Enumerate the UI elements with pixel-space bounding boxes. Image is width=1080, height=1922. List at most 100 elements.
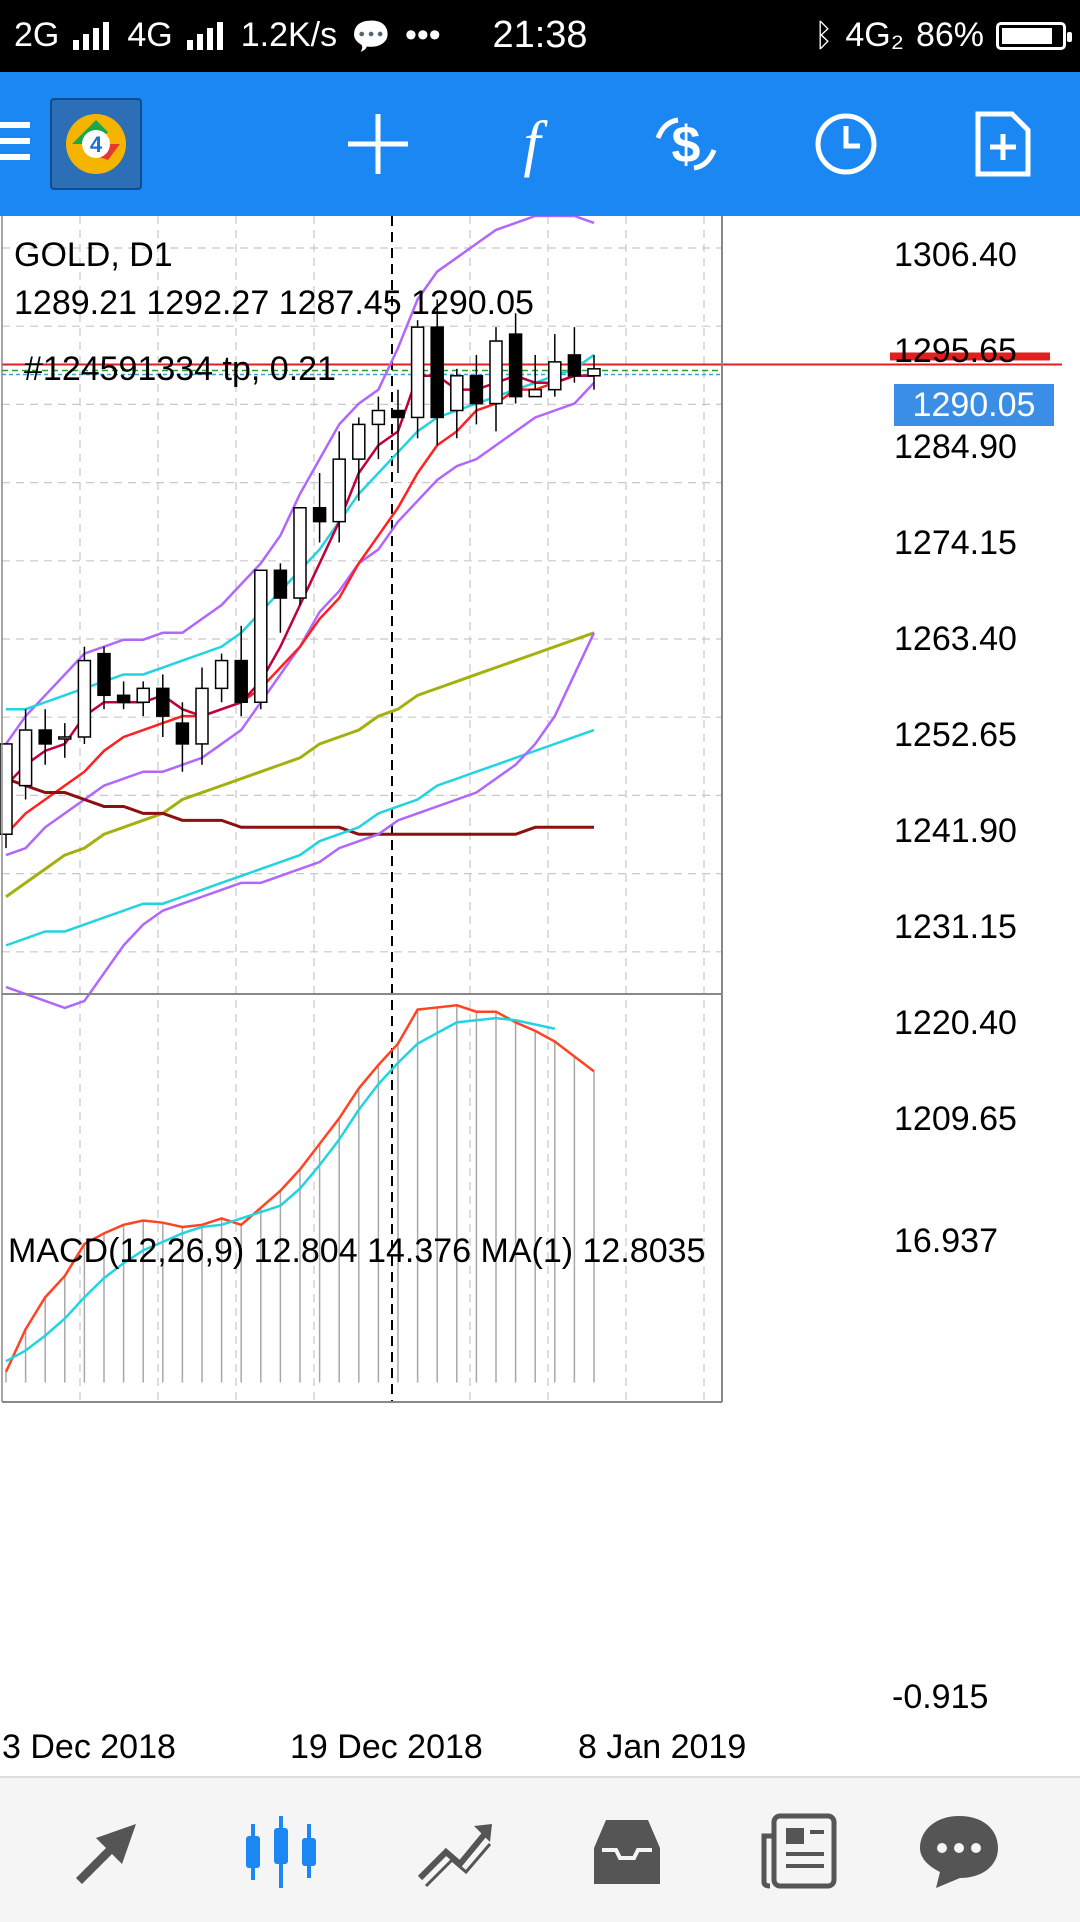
svg-text:$: $ [672,116,701,174]
date-label: 3 Dec 2018 [2,1728,176,1766]
candle-bullish [528,388,542,398]
candle-bullish [352,423,366,460]
tp-marker [890,352,1050,361]
battery-percent: 86% [915,16,984,54]
network-4g: 4G [127,16,173,54]
candle-bearish [234,659,248,704]
symbol-label: GOLD, D1 [14,236,173,274]
candle-bullish [0,743,13,835]
price-tick: 1295.65 [894,332,1017,370]
bluetooth-icon: ᛒ [814,17,834,53]
candle-bearish [38,729,52,745]
candle-bullish [136,687,150,704]
candle-bullish [587,368,601,377]
status-bar: 2G 4G 1.2K/s 💬 ••• 21:38 ᛒ 4G₂ 86% [0,0,1080,72]
function-icon[interactable]: f [496,108,568,180]
candles [0,299,601,849]
price-tick: 1284.90 [894,428,1017,466]
price-tick: 1306.40 [894,236,1017,274]
macd-tick-top: 16.937 [894,1222,998,1260]
price-tick: 1274.15 [894,524,1017,562]
menu-icon[interactable] [0,122,30,166]
envelope-lower-line [5,632,596,1010]
grid-lines [2,216,722,1402]
price-tick: 1252.65 [894,716,1017,754]
clock: 21:38 [492,14,588,56]
candle-bearish [508,333,523,398]
candle-bullish [293,507,307,599]
candle-bearish [156,687,170,717]
ma-olive-line [5,631,595,898]
candle-bearish [312,507,327,523]
price-tick: 1263.40 [894,620,1017,658]
candle-bullish [489,340,503,405]
macd-main-line [5,1016,556,1363]
candle-bullish [214,659,229,690]
order-label: #124591334 tp, 0.21 [24,350,336,388]
chart-icon[interactable] [238,1808,324,1894]
ma-slow-cyan-line [5,728,595,947]
candle-bearish [116,694,131,703]
network-2g: 2G [14,16,60,54]
chat-icon[interactable] [916,1808,1002,1894]
mt4-logo-icon[interactable]: 4 [50,98,142,190]
date-label: 8 Jan 2019 [578,1728,747,1766]
trade-icon[interactable] [412,1808,498,1894]
mt4-logo-graphic: 4 [66,114,126,174]
date-label: 19 Dec 2018 [290,1728,483,1766]
candle-bullish [548,361,562,391]
ohlc-label: 1289.21 1292.27 1287.45 1290.05 [14,284,534,322]
bottom-nav [0,1776,1080,1922]
candle-bearish [391,409,405,419]
candle-bearish [469,375,484,405]
chart-canvas[interactable] [0,216,1080,1776]
candle-bullish [195,687,209,745]
price-tick: 1209.65 [894,1100,1017,1138]
price-tick: 1220.40 [894,1004,1017,1042]
chart-frame [1,216,723,1403]
candle-bullish [18,729,33,787]
price-tick: 1241.90 [894,812,1017,850]
candle-bearish [273,569,288,599]
candle-bullish [332,458,346,523]
candle-bearish [567,354,582,377]
price-tick: 1231.15 [894,908,1017,946]
candle-bearish [430,326,444,419]
chart-area[interactable]: GOLD, D1 1289.21 1292.27 1287.45 1290.05… [0,216,1080,1776]
current-price-box: 1290.05 [894,384,1054,426]
history-icon[interactable] [584,1808,670,1894]
wechat-icon: 💬 [351,17,391,54]
signal-bars-icon [73,21,113,50]
news-icon[interactable] [756,1808,842,1894]
candle-bullish [254,569,268,703]
candle-bullish [77,659,92,738]
macd-tick-bottom: -0.915 [892,1678,989,1716]
macd-label: MACD(12,26,9) 12.804 14.376 MA(1) 12.803… [8,1232,706,1270]
new-document-icon[interactable] [966,108,1038,180]
function-glyph: f [523,110,548,178]
status-left: 2G 4G 1.2K/s 💬 ••• [14,16,441,55]
candle-bullish [450,375,464,412]
bollinger-lower-line [5,381,595,857]
status-right: ᛒ 4G₂ 86% [814,16,1072,55]
macd-signal-line [4,1004,595,1373]
network-speed: 1.2K/s [240,16,338,54]
top-toolbar: 4 f $ [0,72,1080,216]
clock-icon[interactable] [810,108,882,180]
candle-bullish [410,326,425,419]
signal-bars-icon [186,21,227,50]
crosshair-icon[interactable] [342,108,414,180]
battery-icon [996,21,1072,50]
ma-dark-line [5,777,594,836]
network-4g2: 4G₂ [845,16,904,54]
candle-bullish [371,409,386,426]
candle-bullish [58,736,72,740]
logo-number: 4 [90,132,103,157]
candle-bearish [97,652,111,697]
trade-dollar-icon[interactable]: $ [650,108,722,180]
quotes-icon[interactable] [66,1808,152,1894]
battery-fill [1002,27,1052,44]
candle-bearish [175,722,190,745]
more-dots: ••• [404,16,441,54]
macd-panel [4,1004,595,1383]
